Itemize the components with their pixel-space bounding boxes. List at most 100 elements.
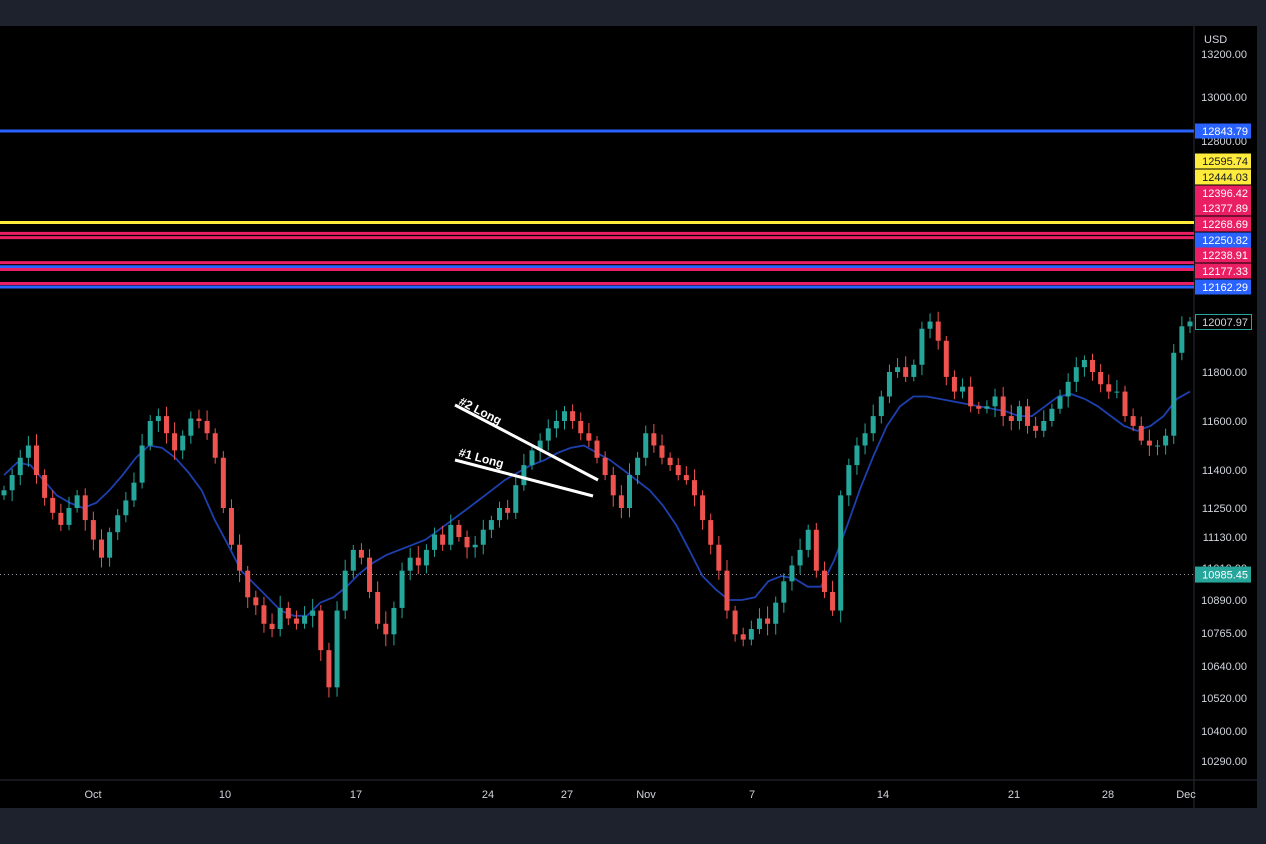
trendline-1-long[interactable] <box>454 458 594 498</box>
candle-body <box>1049 408 1055 421</box>
candle-body <box>82 495 88 521</box>
price-tick-label: 13200.00 <box>1201 49 1247 61</box>
candle-body <box>878 396 884 417</box>
candle-body <box>1081 359 1087 368</box>
candle-body <box>302 615 308 624</box>
cursor-price-badge <box>1195 314 1252 330</box>
candle-body <box>277 607 283 630</box>
candle-body <box>618 495 624 508</box>
candle-body <box>1041 421 1047 431</box>
time-tick-label: 21 <box>1008 789 1020 801</box>
time-axis[interactable] <box>0 780 1257 808</box>
time-tick-label: Nov <box>636 789 656 801</box>
candle-body <box>464 537 470 548</box>
last-price-badge <box>1195 566 1251 583</box>
candle-body <box>1146 440 1152 446</box>
candle-body <box>472 544 478 548</box>
time-tick-label: 7 <box>749 789 755 801</box>
candle-body <box>1179 326 1185 353</box>
candle-body <box>358 549 364 558</box>
candle-body <box>1155 445 1161 447</box>
candle-body <box>33 445 39 476</box>
candle-body <box>1000 396 1006 417</box>
candle-body <box>643 433 649 458</box>
plot-area[interactable] <box>0 26 1194 780</box>
candle-body <box>415 557 421 566</box>
candle-body <box>480 529 486 545</box>
candle-body <box>610 475 616 496</box>
time-tick-label: Oct <box>84 789 101 801</box>
candle-body <box>163 416 169 434</box>
price-tick-label: 10290.00 <box>1201 756 1247 768</box>
candle-body <box>1016 406 1022 421</box>
candle-body <box>513 485 519 513</box>
candles <box>1 311 1193 698</box>
candle-body <box>691 480 697 496</box>
candle-body <box>659 445 665 458</box>
candle-body <box>756 618 762 630</box>
candle-body <box>602 457 608 476</box>
candle-body <box>237 544 243 571</box>
time-tick-label: 27 <box>561 789 573 801</box>
candle-body <box>139 445 145 483</box>
candle-body <box>98 539 104 558</box>
candle-body <box>448 524 454 545</box>
candle-body <box>1138 425 1144 441</box>
candle-body <box>147 421 153 446</box>
level-badge <box>1195 185 1251 201</box>
candle-body <box>318 610 324 651</box>
candle-body <box>123 500 129 516</box>
cursor-price-text: 12007.97 <box>1202 317 1248 329</box>
candle-body <box>196 418 202 421</box>
candle-body <box>586 433 592 441</box>
price-badges: 12843.79 12595.74 12444.03 12396.42 12377.89… <box>1195 123 1252 583</box>
level-badge <box>1195 169 1251 185</box>
candle-body <box>245 570 251 598</box>
time-tick-label: Dec <box>1176 789 1196 801</box>
candle-body <box>716 544 722 571</box>
candle-body <box>326 650 332 688</box>
candle-body <box>846 465 852 496</box>
candle-body <box>984 406 990 409</box>
candle-body <box>367 557 373 592</box>
candle-body <box>700 495 706 521</box>
last-price-text: 10985.45 <box>1202 570 1248 582</box>
candle-body <box>375 592 381 624</box>
price-tick-label: 11130.00 <box>1203 532 1247 544</box>
price-tick-label: 10640.00 <box>1201 661 1247 673</box>
candle-body <box>42 475 48 498</box>
candle-body <box>1 490 7 496</box>
candle-body <box>732 610 738 635</box>
level-badge-text: 12177.33 <box>1202 266 1248 278</box>
price-axis[interactable] <box>1194 26 1257 780</box>
price-tick-label: 11600.00 <box>1202 416 1247 428</box>
level-badge-text: 12162.29 <box>1202 282 1248 294</box>
candle-body <box>854 445 860 466</box>
candle-body <box>66 508 72 525</box>
candle-body <box>188 418 194 436</box>
candle-body <box>553 421 559 429</box>
candle-body <box>870 416 876 434</box>
trendline-2-long[interactable] <box>454 403 599 482</box>
candle-body <box>1122 391 1128 417</box>
candle-body <box>269 623 275 630</box>
candle-body <box>456 524 462 537</box>
candle-body <box>821 570 827 592</box>
candle-body <box>1187 321 1193 327</box>
currency-label: USD <box>1204 34 1227 46</box>
candle-body <box>9 475 15 491</box>
candle-body <box>992 396 998 407</box>
candle-body <box>342 570 348 611</box>
candle-body <box>968 386 974 407</box>
candle-body <box>1106 384 1112 392</box>
candle-body <box>529 450 535 466</box>
candle-body <box>155 416 161 421</box>
level-badge <box>1195 279 1251 295</box>
candle-body <box>261 605 267 624</box>
candle-body <box>740 634 746 640</box>
candle-body <box>578 421 584 434</box>
candle-body <box>107 532 113 558</box>
candle-body <box>797 549 803 566</box>
candle-body <box>505 508 511 513</box>
